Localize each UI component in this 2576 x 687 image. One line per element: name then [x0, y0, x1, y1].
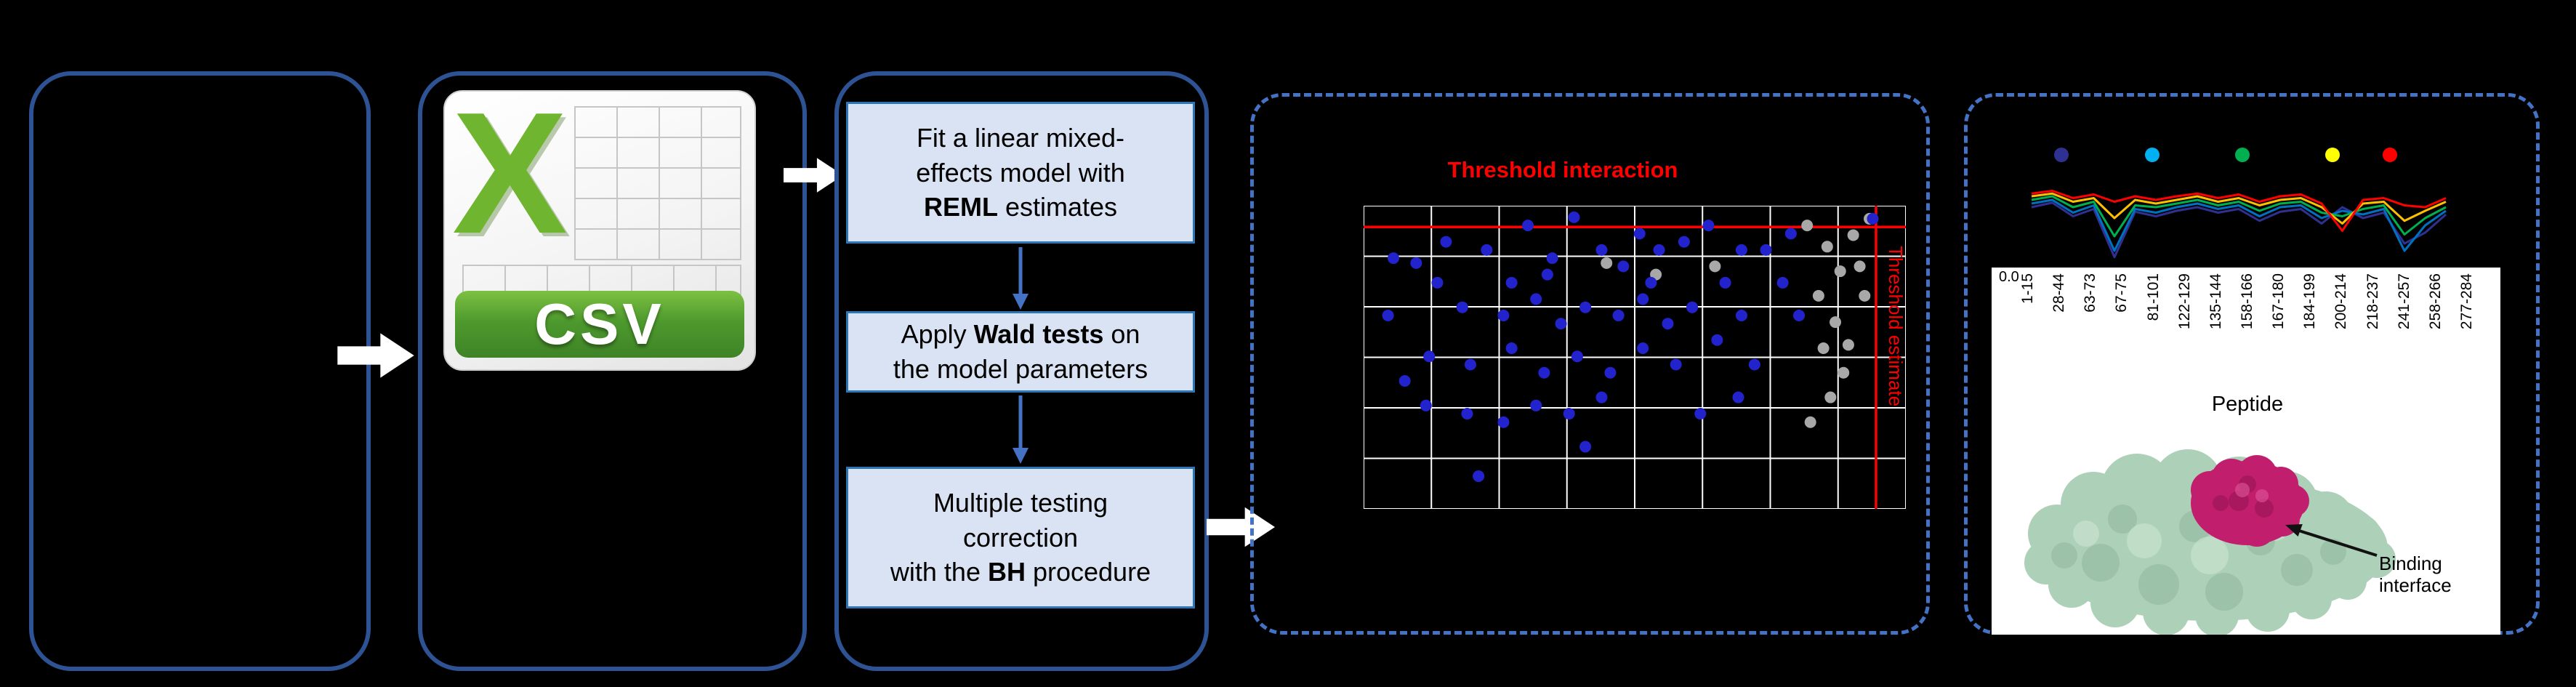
peptide-axis-label: 184-199	[2301, 273, 2319, 330]
peptide-axis-labels: 1-15 28-44 63-73 67-75 81-101 122-129 135-144 1…	[2019, 273, 2476, 388]
flow-arrow-csv-to-model	[784, 158, 843, 193]
peptide-axis-label: 167-180	[2270, 273, 2287, 330]
peptide-axis-label: 28-44	[2050, 273, 2068, 313]
peptide-axis-label: 135-144	[2207, 273, 2224, 330]
threshold-scatter-plot	[1364, 206, 1906, 509]
peptide-axis-label: 218-237	[2364, 273, 2381, 330]
protein-surface-highlight	[2073, 512, 2290, 574]
down-arrow	[1013, 395, 1029, 464]
binding-interface-annotation: Binding interface	[2379, 553, 2452, 596]
peptide-line-chart	[2031, 148, 2447, 259]
peptide-axis-label: 241-257	[2395, 273, 2412, 330]
scatter-right-axis-label: Threshold estimate	[1885, 246, 1907, 407]
excel-x-letter: X	[452, 77, 568, 270]
flow-arrow-model-to-results	[1207, 507, 1275, 547]
down-arrow	[1013, 247, 1029, 310]
peptide-axis-label: 63-73	[2082, 273, 2099, 313]
peptide-axis-label: 277-284	[2458, 273, 2475, 330]
scatter-result-box	[1250, 93, 1930, 635]
y-axis-tick: 0.0	[1999, 269, 2019, 285]
step-multiple-testing: Multiple testing correction with the BH pr…	[846, 467, 1195, 608]
peptide-axis-label: 200-214	[2333, 273, 2350, 330]
peptide-axis-label: 158-166	[2238, 273, 2255, 330]
protein-structure-image	[2024, 449, 2396, 635]
csv-banner-label: CSV	[455, 291, 744, 358]
binding-region-highlight	[2235, 483, 2269, 502]
step-wald-tests: Apply Wald tests on the model parameters	[846, 311, 1195, 393]
peptide-axis-label: 67-75	[2113, 273, 2130, 313]
peptide-axis-title: Peptide	[2211, 393, 2284, 416]
csv-file-icon: X CSV	[443, 77, 756, 371]
protein-surface-shading	[2051, 505, 2346, 611]
peptide-axis-label: 122-129	[2175, 273, 2193, 330]
flow-arrow-input-to-csv	[337, 333, 414, 378]
peptide-axis-label: 258-266	[2426, 273, 2444, 330]
spreadsheet-grid	[574, 106, 741, 260]
step-fit-model: Fit a linear mixed-effects model with REM…	[846, 102, 1195, 244]
scatter-title: Threshold interaction	[1447, 157, 1678, 182]
input-box	[29, 71, 371, 671]
peptide-axis-label: 1-15	[2019, 273, 2036, 305]
peptide-axis-label: 81-101	[2144, 273, 2162, 321]
peptide-panel: 0.0 1-15 28-44 63-73 67-75 81-101 122-129 135-…	[1992, 268, 2500, 635]
binding-interface-arrow	[2285, 524, 2378, 557]
